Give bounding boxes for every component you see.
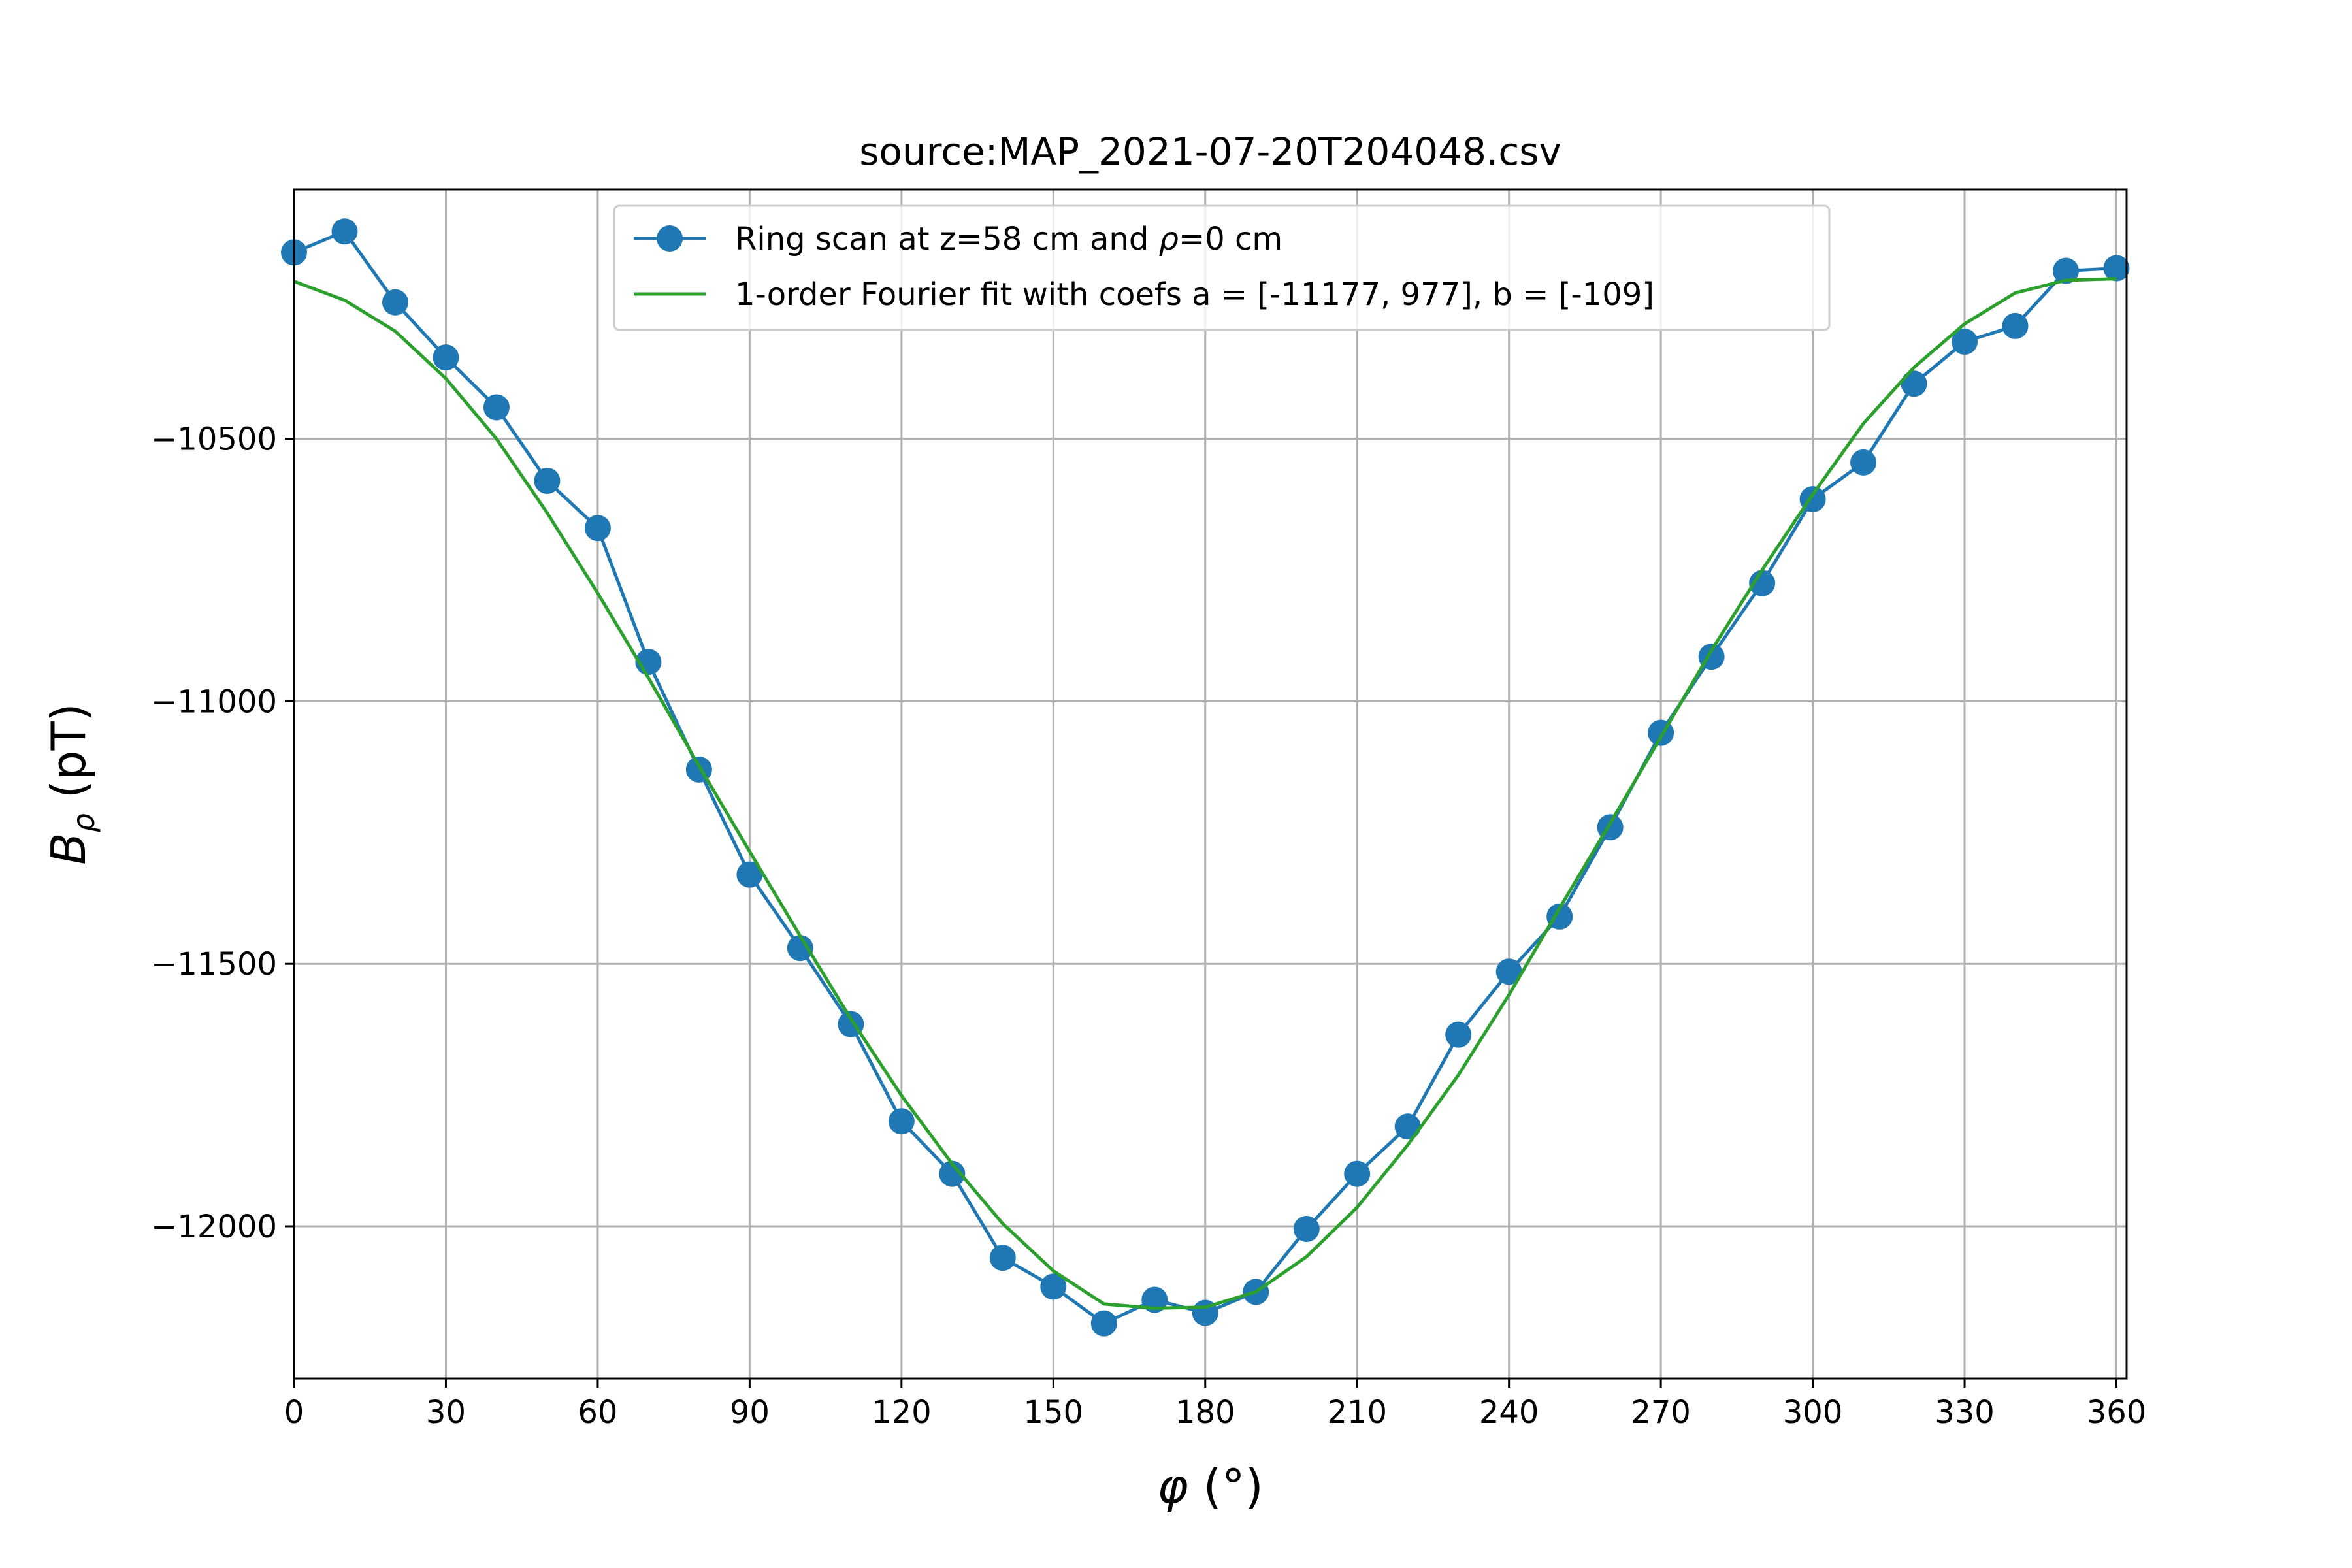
legend: Ring scan at z=58 cm and ρ=0 cm 1-order … [613,204,1831,331]
ring-scan-point [1040,1273,1067,1300]
ring-scan-point [331,218,358,245]
x-axis-label: φ (°) [1157,1459,1264,1514]
x-axis-label-unit: (°) [1203,1459,1264,1514]
ring-scan-point [939,1160,966,1187]
ring-scan-point [433,344,459,371]
x-tick-label: 360 [2087,1394,2147,1431]
ring-scan-point [787,935,813,962]
legend-label-fourier-fit: 1-order Fourier fit with coefs a = [-111… [735,276,1654,313]
x-tick-label: 60 [578,1394,617,1431]
x-tick-label: 30 [426,1394,466,1431]
ring-scan-point [1090,1310,1117,1337]
ring-scan-point [2053,257,2080,284]
x-axis-label-symbol: φ [1157,1459,1188,1514]
x-tick-label: 90 [730,1394,770,1431]
legend-label-symbol: ρ [1159,221,1179,257]
legend-label-ring-scan: Ring scan at z=58 cm and ρ=0 cm [735,221,1282,257]
legend-box [613,204,1831,331]
axis-ticks: 0 30 60 90 120 150 180 210 240 270 300 330 360 −12000… [151,421,2146,1431]
grid [293,189,2127,1379]
chart-title: source:MAP_2021-07-20T204048.csv [859,129,1561,174]
ring-scan-point [2103,255,2130,282]
ring-scan-point [584,515,611,542]
x-tick-label: 150 [1023,1394,1083,1431]
x-tick-label: 240 [1479,1394,1539,1431]
ring-scan-point [483,394,510,421]
x-tick-label: 210 [1327,1394,1387,1431]
plot-area [281,218,2130,1337]
axes-frame [293,188,2128,1380]
x-tick-label: 300 [1783,1394,1843,1431]
x-tick-label: 330 [1935,1394,1995,1431]
ring-scan-point [1952,329,1978,355]
ring-scan-point [1546,903,1573,930]
y-tick-label: −12000 [151,1209,277,1245]
ring-scan-point [1445,1021,1472,1048]
ring-scan-point [1293,1215,1320,1242]
ring-scan-point [1901,370,1927,397]
ring-scan-point [1495,958,1522,985]
y-axis-label-unit: (pT) [41,703,96,798]
ring-scan-point [2002,312,2029,339]
y-axis-label: Bρ (pT) [41,703,101,864]
ring-scan-point [1749,570,1776,596]
legend-label-prefix: Ring scan at z=58 cm and [735,221,1159,257]
ring-scan-point [534,467,561,494]
fourier-fit-line [293,277,2117,1310]
y-axis-label-symbol: B [41,832,96,864]
x-tick-label: 180 [1175,1394,1235,1431]
x-tick-label: 270 [1631,1394,1691,1431]
ring-scan-point [888,1108,915,1135]
ring-scan-point [989,1245,1016,1271]
y-tick-label: −11000 [151,683,277,720]
ring-scan-point [1394,1113,1421,1140]
x-tick-label: 120 [872,1394,932,1431]
ring-scan-point [736,861,763,888]
ring-scan-point [1344,1160,1371,1187]
ring-scan-point [1850,449,1877,476]
y-axis-label-subscript: ρ [66,813,101,832]
legend-marker-ring-scan [657,225,683,252]
y-tick-label: −10500 [151,421,277,458]
y-tick-label: −11500 [151,946,277,983]
ring-scan-point [382,289,408,316]
legend-label-suffix: =0 cm [1179,221,1282,257]
x-tick-label: 0 [284,1394,304,1431]
